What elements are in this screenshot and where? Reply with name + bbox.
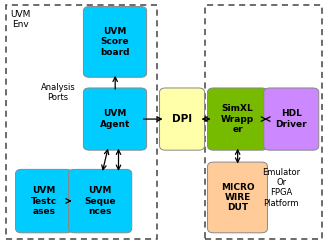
Text: UVM
Env: UVM Env [10, 10, 30, 29]
FancyBboxPatch shape [16, 169, 72, 233]
Text: UVM
Testc
ases: UVM Testc ases [31, 186, 57, 216]
FancyBboxPatch shape [83, 88, 147, 150]
Text: Analysis
Ports: Analysis Ports [41, 83, 75, 102]
FancyBboxPatch shape [160, 88, 205, 150]
Text: UVM
Score
board: UVM Score board [100, 27, 130, 57]
Text: UVM
Agent: UVM Agent [100, 109, 130, 129]
FancyBboxPatch shape [69, 169, 132, 233]
FancyBboxPatch shape [208, 162, 267, 233]
Text: DPI: DPI [172, 114, 192, 124]
FancyBboxPatch shape [264, 88, 319, 150]
Text: MICRO
WIRE
DUT: MICRO WIRE DUT [221, 182, 254, 212]
FancyBboxPatch shape [208, 88, 267, 150]
Text: HDL
Driver: HDL Driver [275, 109, 307, 129]
Text: UVM
Seque
nces: UVM Seque nces [84, 186, 116, 216]
Text: Emulator
Or
FPGA
Platform: Emulator Or FPGA Platform [262, 168, 301, 208]
FancyBboxPatch shape [83, 7, 147, 77]
Text: SimXL
Wrapp
er: SimXL Wrapp er [221, 104, 254, 134]
